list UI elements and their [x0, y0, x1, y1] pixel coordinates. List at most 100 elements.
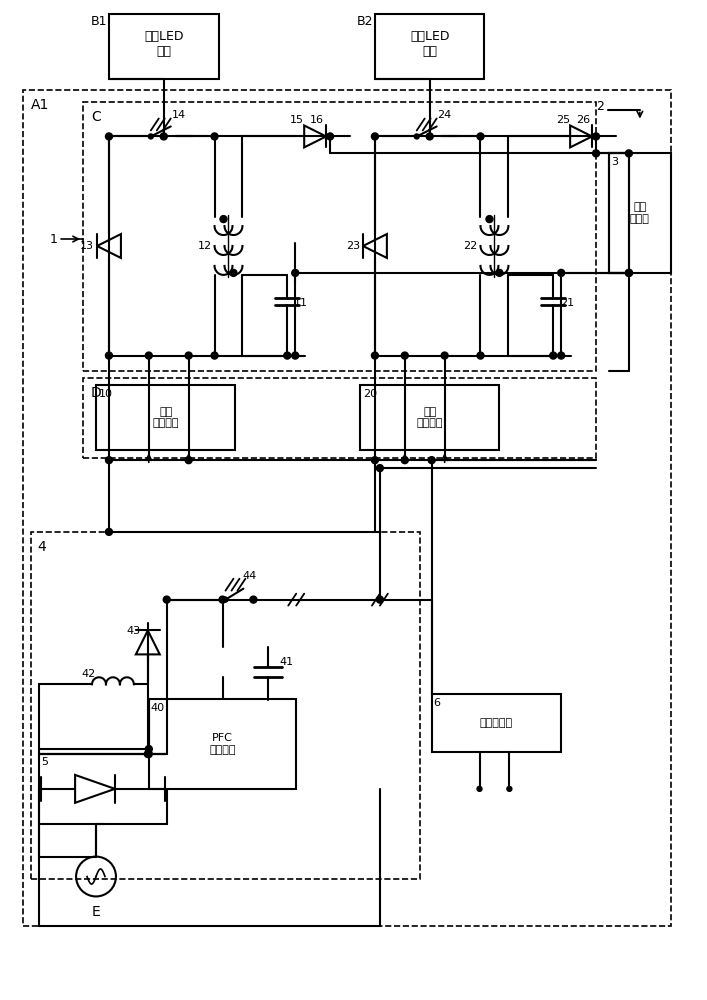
Text: 第一LED
光源: 第一LED 光源 — [144, 30, 184, 58]
Text: B2: B2 — [356, 15, 373, 28]
Text: B1: B1 — [90, 15, 107, 28]
Circle shape — [477, 786, 482, 791]
Polygon shape — [97, 234, 121, 258]
Text: A1: A1 — [31, 98, 49, 112]
Circle shape — [148, 134, 153, 139]
Text: D: D — [91, 386, 102, 400]
Bar — [609, 153, 671, 273]
Circle shape — [496, 269, 503, 276]
Text: 12: 12 — [197, 241, 211, 251]
Circle shape — [550, 352, 556, 359]
Circle shape — [105, 133, 112, 140]
Circle shape — [376, 596, 383, 603]
Bar — [40, 754, 167, 824]
Circle shape — [371, 457, 378, 464]
Circle shape — [507, 786, 512, 791]
Circle shape — [558, 352, 565, 359]
Bar — [360, 385, 499, 450]
Text: 25: 25 — [556, 115, 571, 125]
Circle shape — [292, 269, 299, 276]
Circle shape — [146, 751, 152, 757]
Text: 2: 2 — [596, 100, 604, 113]
Text: 3: 3 — [611, 157, 618, 167]
Text: 21: 21 — [560, 298, 574, 308]
Circle shape — [163, 596, 170, 603]
Text: 11: 11 — [294, 298, 308, 308]
Text: 13: 13 — [80, 241, 94, 251]
Text: 16: 16 — [310, 115, 324, 125]
Text: 異常
検測部: 異常 検測部 — [630, 202, 650, 224]
Circle shape — [219, 596, 226, 603]
Circle shape — [223, 597, 228, 602]
Text: 調光電路部: 調光電路部 — [480, 718, 513, 728]
Bar — [23, 90, 671, 926]
Text: 42: 42 — [82, 669, 96, 679]
Text: 第一
控制電路: 第一 控制電路 — [153, 407, 179, 428]
Bar — [83, 102, 596, 371]
Circle shape — [402, 352, 408, 359]
Text: 26: 26 — [576, 115, 590, 125]
Circle shape — [626, 150, 632, 157]
Text: 1: 1 — [49, 233, 57, 246]
Circle shape — [626, 269, 632, 276]
Bar — [96, 385, 235, 450]
Circle shape — [160, 133, 168, 140]
Text: 4: 4 — [37, 540, 46, 554]
Circle shape — [105, 352, 112, 359]
Text: 第二LED
光源: 第二LED 光源 — [410, 30, 450, 58]
Polygon shape — [304, 125, 326, 147]
Text: 10: 10 — [99, 389, 113, 399]
Circle shape — [185, 352, 192, 359]
Text: 20: 20 — [363, 389, 377, 399]
Circle shape — [105, 528, 112, 535]
Circle shape — [426, 133, 433, 140]
Circle shape — [402, 457, 408, 464]
Circle shape — [230, 269, 237, 276]
Circle shape — [211, 133, 218, 140]
Bar — [432, 694, 561, 752]
Circle shape — [558, 269, 565, 276]
Text: 23: 23 — [346, 241, 360, 251]
Text: 40: 40 — [151, 703, 165, 713]
Polygon shape — [363, 234, 387, 258]
Circle shape — [144, 751, 151, 757]
Polygon shape — [570, 125, 592, 147]
Circle shape — [105, 457, 112, 464]
Text: 第二
控制電路: 第二 控制電路 — [416, 407, 443, 428]
Circle shape — [292, 352, 299, 359]
Circle shape — [376, 465, 383, 472]
Circle shape — [146, 746, 152, 753]
Circle shape — [371, 352, 378, 359]
Circle shape — [477, 352, 484, 359]
Text: 5: 5 — [41, 757, 48, 767]
Circle shape — [211, 352, 218, 359]
Bar — [83, 378, 596, 458]
Text: 41: 41 — [279, 657, 293, 667]
Circle shape — [414, 134, 419, 139]
Text: PFC
控制電路: PFC 控制電路 — [209, 733, 235, 755]
Circle shape — [284, 352, 291, 359]
Text: 44: 44 — [243, 571, 257, 581]
Circle shape — [327, 133, 334, 140]
Circle shape — [486, 216, 493, 223]
Circle shape — [146, 352, 152, 359]
Polygon shape — [136, 630, 160, 654]
Bar — [109, 14, 218, 79]
Circle shape — [477, 133, 484, 140]
Text: 24: 24 — [438, 110, 452, 120]
Text: 22: 22 — [463, 241, 478, 251]
Bar — [148, 699, 296, 789]
Text: 14: 14 — [172, 110, 186, 120]
Text: 15: 15 — [290, 115, 304, 125]
Circle shape — [185, 457, 192, 464]
Text: C: C — [91, 110, 101, 124]
Circle shape — [220, 216, 227, 223]
Bar — [375, 14, 484, 79]
Circle shape — [441, 352, 448, 359]
Bar — [31, 532, 420, 879]
Circle shape — [592, 133, 600, 140]
Polygon shape — [75, 775, 115, 803]
Text: E: E — [92, 905, 100, 919]
Text: 43: 43 — [127, 626, 141, 636]
Circle shape — [592, 150, 600, 157]
